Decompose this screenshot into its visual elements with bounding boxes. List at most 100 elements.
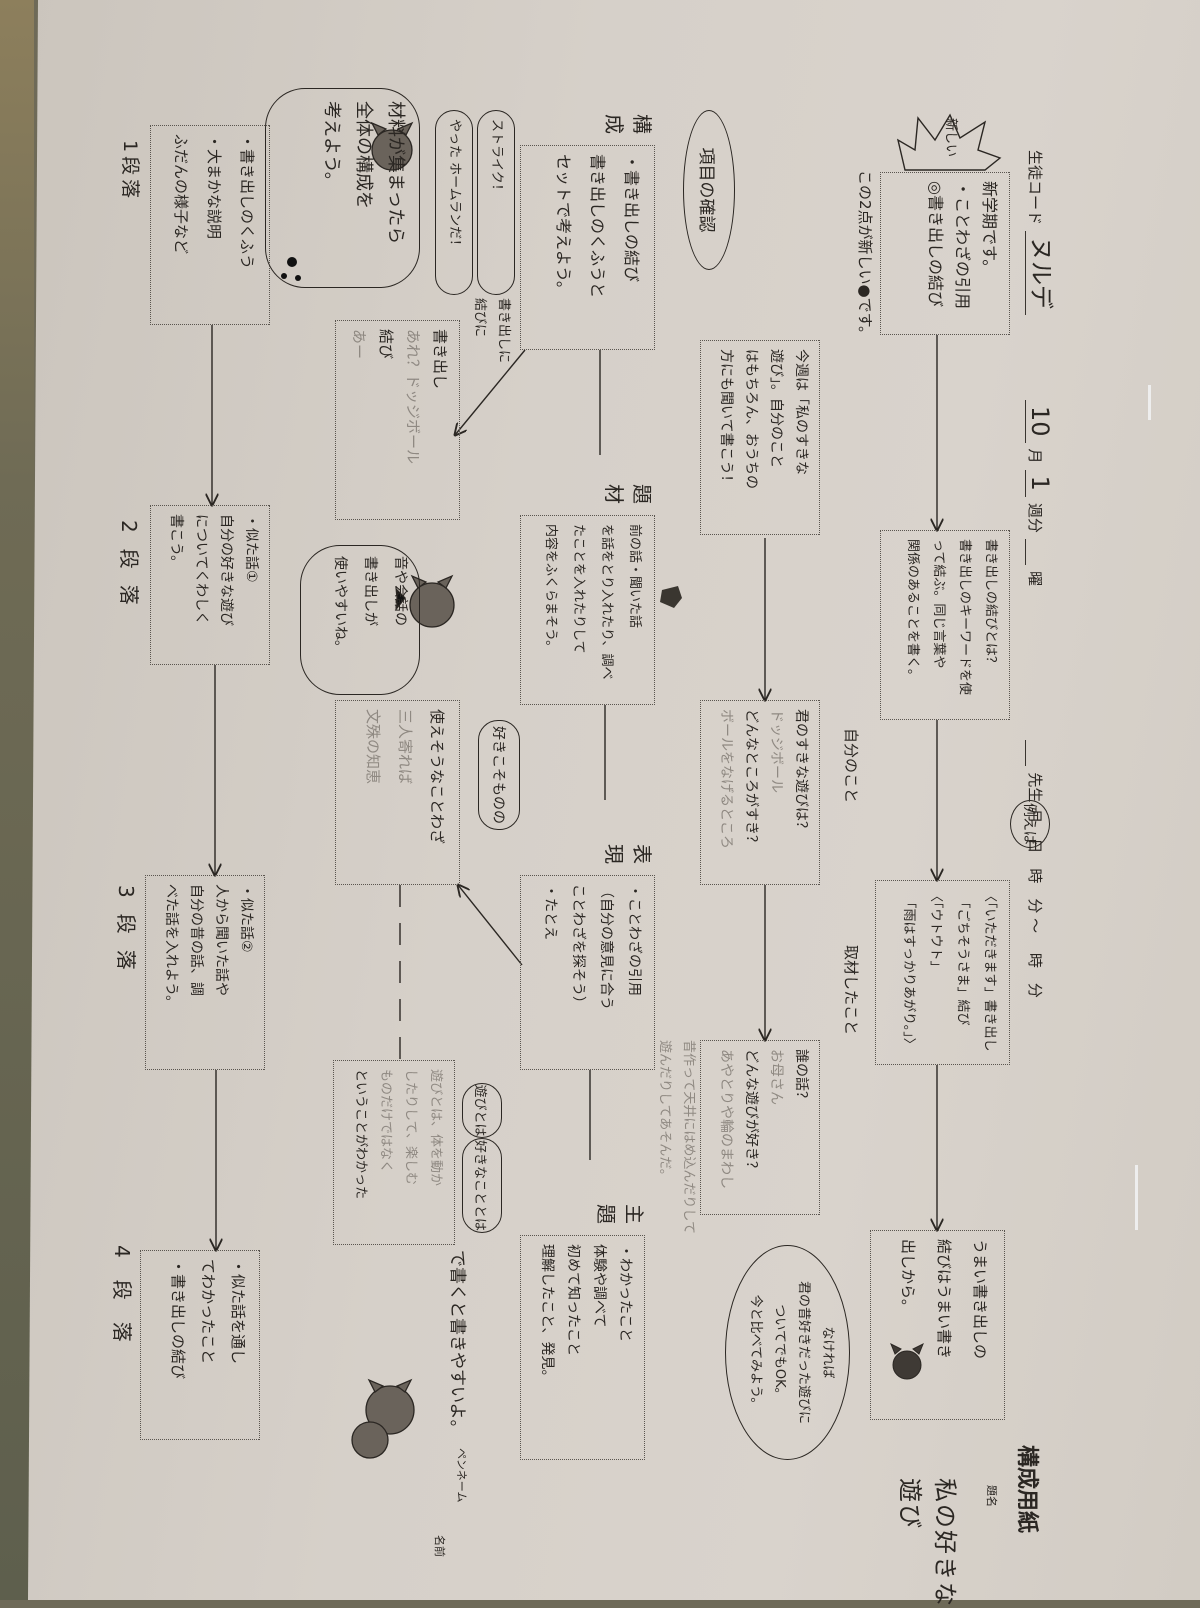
text-line: 全体の構成を [353, 101, 374, 209]
guide-box-tip: うまい書き出しの 結びはうまい書き 出しから。 [870, 1230, 1005, 1420]
text-line: 〈「いただきます」書き出し [982, 889, 997, 1052]
text-line: あー [350, 329, 368, 360]
text-line: についてくわしく [193, 514, 209, 626]
text-line: 初めて知ったこと [565, 1244, 581, 1356]
student-code-label: 生徒コード [1026, 150, 1044, 226]
tag-composition: 構成 [602, 114, 654, 134]
student-code-value: ヌルデ [1025, 231, 1061, 316]
text-line: 新学期です。 [980, 181, 999, 276]
text-line: 遊び」。自分のこと [768, 349, 784, 468]
arrow [458, 885, 523, 966]
date-time-field: 先生 月 日 時 分 ～ 時 分 [1025, 740, 1070, 1040]
text-line: たことを入れたりして [571, 524, 586, 654]
text-line: お母さん [768, 1049, 784, 1105]
worksheet-paper [28, 0, 1200, 1600]
photo-background [0, 0, 34, 1600]
text-line: 三人寄れば [396, 709, 414, 785]
new-burst-label: 新しい [943, 118, 958, 158]
name-label: 名前 [433, 1535, 446, 1557]
page-edge-mark [1135, 1165, 1138, 1230]
text-line: ボールをなげるところ [718, 709, 734, 849]
text-line: 考えよう。 [321, 101, 342, 190]
week-field: 10 月 1 週分 曜 [1025, 400, 1070, 600]
text-line: どんな遊びが好き？ [743, 1049, 759, 1175]
paragraph-box-4: ・似た話を通し てわかったこと ・書き出しの結び [140, 1250, 260, 1440]
text-line: 君の昔好きだった遊びに [796, 1280, 811, 1424]
text-line: 前の話・聞いた話 [627, 524, 642, 629]
text-line: あやとりや輪のまわし [718, 1049, 734, 1189]
paragraph-label-1: 1段落 [119, 140, 141, 203]
text-line: 遊びとは、体を動か [428, 1069, 443, 1187]
starburst-shape [896, 113, 1002, 171]
text-line: 書き出しのくふうと [588, 154, 607, 299]
element-box-expression: ・ことわざの引用 （自分の意見に合う ことわざを探そう） ・たとえ [520, 875, 655, 1070]
text-line: ・似た話② [238, 884, 254, 953]
guide-box-examples: 〈「いただきます」書き出し 「ごちそうさま」結び 〈「ウトウト」 「雨はすっかりあ… [875, 880, 1010, 1065]
text-line: 書き出しが [362, 556, 378, 626]
circle-note: なければ 君の昔好きだった遊びに ついてでもOK。 今と比べてみよう。 [725, 1245, 850, 1460]
cat-speech-bubble: 音や会話の 書き出しが 使いやすいね。 [300, 545, 420, 695]
opening-draft-box: 書き出し あれ？ドッジボール 結び あー [335, 320, 460, 520]
text-line: 書き出しのキーワードを使 [957, 539, 972, 696]
writing-tip: で書くと書きやすいよ。 [447, 1250, 467, 1437]
text-line: 人から聞いた話や [213, 884, 229, 996]
text-line: 遊んだりしてあそんだ。 [657, 1040, 672, 1182]
text-line: 書き出しの結びとは？ [983, 539, 998, 670]
text-line: 方にも聞いて書こう！ [718, 349, 734, 489]
text-line: 昔作って天井にはめ込んだりして [681, 1040, 696, 1234]
text-line: ドッジボール [768, 709, 784, 793]
text-line: ふだんの様子など [172, 134, 190, 255]
text-line: 書こう。 [168, 514, 184, 570]
theme-draft-box: 遊びとは、体を動か したりして、楽しむ ものだけではなく ということがわかった [333, 1060, 455, 1245]
cat-icon [370, 121, 414, 171]
play-bubble: 遊びとは [462, 1083, 502, 1138]
arrow [455, 349, 526, 435]
weekday-blank [1025, 538, 1044, 566]
interview-label: 取材したこと [842, 945, 860, 1036]
text-line: やった ホームランだ！ [435, 110, 473, 295]
text-line: 出しから。 [899, 1239, 917, 1315]
question-box-your-play: 君のすきな遊びは？ ドッジボール どんなところがすき？ ボールをなげるところ [700, 700, 820, 885]
element-box-composition: ・書き出しの結び 書き出しのくふうと セットで考えよう。 [520, 145, 655, 350]
text-line: ・似た話を通し [229, 1259, 247, 1365]
text-line: 体験や調べて [591, 1244, 607, 1328]
month-label: 月 [1026, 448, 1044, 464]
text-line: セットで考えよう。 [554, 154, 573, 298]
opening-closing-note: 書き出しに 結びに [472, 298, 511, 364]
text-line: 〈「ウトウト」 [928, 889, 943, 974]
new-note: この2点が新しい●です。 [856, 170, 874, 342]
student-code-field: 生徒コード ヌルデ [1025, 150, 1070, 380]
text-line: 自分の好きな遊び [218, 514, 234, 626]
penname-label: ペンネーム [455, 1448, 468, 1503]
text-line: 誰の話？ [793, 1049, 809, 1105]
text-line: ◎書き出しの結び [926, 181, 945, 307]
tag-material: 題材 [602, 484, 654, 504]
own-things-label: 自分のこと [842, 728, 860, 804]
guide-box-new-term: 新学期です。 ・ことわざの引用 ◎書き出しの結び [880, 172, 1010, 335]
text-line: 使えそうなことわざ [428, 709, 446, 845]
example-oval: 例えば [1010, 800, 1050, 848]
text-line: 「ごちそうさま」結び [955, 889, 970, 1026]
text-line: ・たとえ [542, 884, 558, 940]
page-edge-mark [1148, 385, 1151, 420]
paragraph-box-2: ・似た話① 自分の好きな遊び についてくわしく 書こう。 [150, 505, 270, 665]
text-line: 理解したこと、発見。 [539, 1244, 555, 1384]
text-line: どんなところがすき？ [743, 709, 759, 849]
proverb-bubble: 好きこそものの [478, 720, 520, 830]
text-line: べた話を入れよう。 [163, 884, 179, 1010]
text-line: ということがわかった [353, 1069, 368, 1200]
text-line: 文殊の知恵 [364, 709, 382, 785]
text-line: 今週は「私のすきな [793, 349, 809, 475]
text-line: ことわざを探そう） [570, 884, 586, 1010]
essay-title: 私の好きな遊び [896, 1478, 959, 1608]
text-line: ・わかったこと [617, 1244, 633, 1342]
text-line: 結び [377, 329, 395, 360]
check-items-oval: 項目の確認 [683, 110, 735, 270]
interview-pencil-note: 昔作って天井にはめ込んだりして 遊んだりしてあそんだ。 [645, 1040, 700, 1330]
question-box-this-week: 今週は「私のすきな 遊び」。自分のこと はもちろん、おうちの 方にも聞いて書こう！ [700, 340, 820, 535]
paragraph-label-4: 4段落 [110, 1245, 134, 1364]
paragraph-label-2: 2段落 [117, 520, 141, 621]
cat-icon [396, 574, 455, 628]
element-box-material: 前の話・聞いた話 を話をとり入れたり、調べ たことを入れたりして 内容をふくらまそう。 [520, 515, 655, 705]
